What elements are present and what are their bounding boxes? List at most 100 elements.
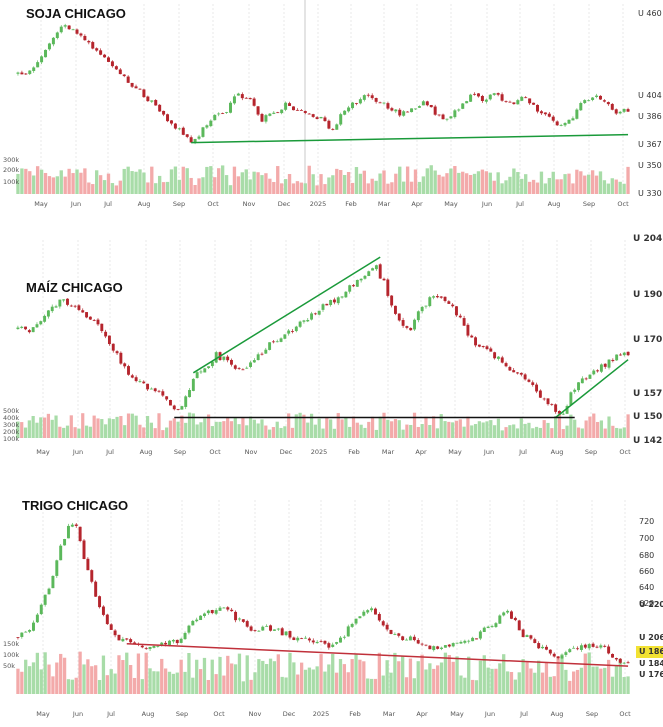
y-tick-label: U 350 [638,161,662,170]
x-tick-label: Oct [617,200,629,208]
volume-bar [351,416,356,438]
volume-bar [527,181,532,194]
candle [20,325,24,329]
candle [222,356,226,362]
candle [222,607,226,609]
candle [244,96,248,99]
volume-bar [82,664,86,694]
volume-bar [50,419,54,438]
volume-bar [329,419,333,438]
candle [205,124,209,130]
candle [261,625,265,631]
candle [229,101,233,114]
candle [437,114,441,117]
volume-bar [550,428,554,438]
volume-bar [435,428,440,438]
volume-bar [46,413,51,438]
volume-bar [249,679,253,694]
candle [287,329,291,336]
candle [210,360,214,369]
volume-bar [31,662,36,694]
candle [189,135,193,143]
x-tick-label: Nov [249,710,262,718]
candle [169,399,172,406]
volume-bar [477,421,481,438]
candle [564,650,568,658]
volume-bar [327,664,331,694]
volume-bar [618,658,622,694]
x-tick-label: May [448,448,462,456]
volume-bar [206,414,211,438]
y-tick-label: U 404 [638,91,662,100]
volume-bar [43,172,48,194]
candle [439,296,443,299]
candle [96,318,100,326]
volume-bar [323,671,327,694]
candle [275,339,279,343]
volume-bar [195,424,199,438]
candle [71,28,75,31]
x-tick-label: Aug [548,200,561,208]
volume-bar [416,661,420,694]
candle [611,358,615,363]
volume-bar [226,655,230,694]
y-tick-label: U 184 [639,659,663,668]
candle [294,325,298,333]
volume-bar [520,178,524,194]
volume-bar [167,671,172,694]
candle [234,610,238,623]
volume-bar [39,669,43,694]
volume-bar [369,678,374,694]
volume-bar [382,170,386,194]
volume-bar [206,679,211,694]
volume-bar [405,166,410,194]
volume-bar [614,665,619,694]
volume-bar [556,656,560,694]
candle [521,628,525,638]
candle [44,49,48,58]
volume-tick-label: 200k [3,166,19,174]
volume-bar [283,426,287,438]
volume-bar [563,174,567,194]
volume-bar [397,661,401,694]
volume-bar [149,422,153,438]
candle [543,112,547,116]
volume-bar [401,656,405,694]
volume-bar [272,182,276,194]
candle [417,105,421,109]
x-tick-label: May [36,710,50,718]
candle [54,304,58,308]
volume-bar [165,427,169,438]
volume-bar [311,174,315,194]
volume-bar [544,662,549,694]
volume-bar [321,428,325,438]
y-tick-label: U 206 [639,633,663,642]
candle [587,99,591,102]
candle [390,295,394,308]
candle [184,395,188,410]
candle [576,646,580,651]
volume-bar [123,425,127,438]
volume-bar [201,177,205,194]
candle [358,616,362,619]
candle [362,94,366,102]
volume-bar [213,177,217,194]
candle [533,637,537,644]
volume-bar [51,676,55,694]
volume-bar [70,679,74,694]
trendline [192,256,381,374]
volume-bar [431,416,436,438]
volume-bar [176,421,180,438]
volume-bar [240,172,244,194]
volume-bar [218,421,222,438]
volume-bar [203,418,207,438]
candle [317,310,321,316]
candle [528,98,532,105]
volume-bar [385,660,389,694]
candle [307,113,311,115]
volume-bar [261,660,265,694]
volume-bar [222,675,226,694]
candle [20,70,24,75]
volume-bar [84,425,89,438]
candle [447,300,451,304]
